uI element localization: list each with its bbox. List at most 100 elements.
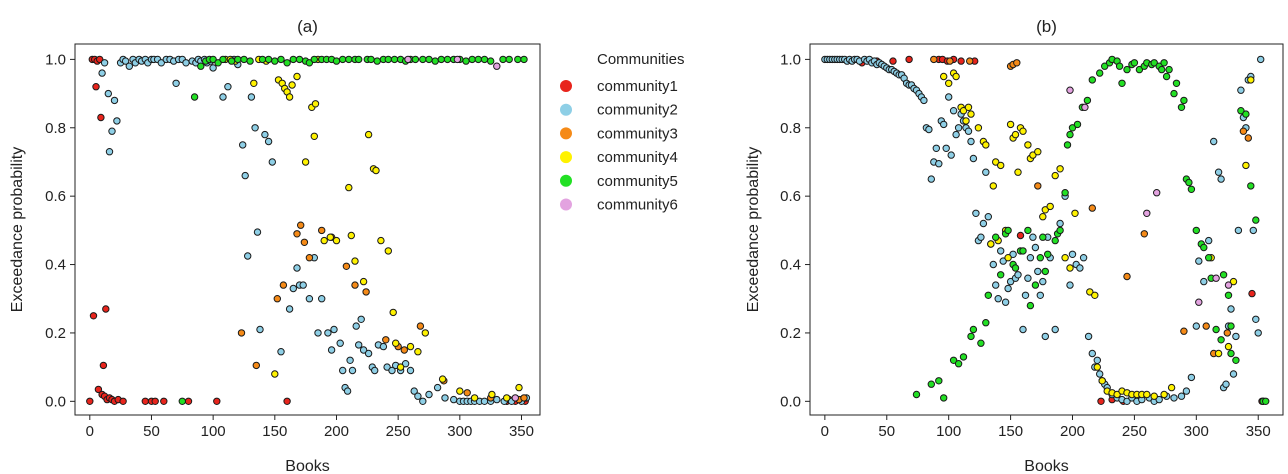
data-point	[100, 59, 109, 67]
data-point	[1044, 250, 1052, 259]
data-point	[1214, 349, 1223, 358]
data-point	[1013, 59, 1021, 67]
data-point	[925, 125, 933, 134]
data-point	[503, 394, 511, 402]
data-point	[453, 55, 462, 64]
data-point	[151, 397, 159, 405]
data-point	[172, 79, 180, 88]
data-point	[237, 329, 246, 337]
data-point	[927, 175, 935, 183]
data-point	[357, 315, 365, 323]
data-point	[377, 236, 385, 245]
data-point	[1029, 233, 1037, 241]
data-point	[125, 62, 134, 70]
data-point	[1063, 141, 1072, 149]
data-point	[1234, 226, 1243, 235]
data-point	[1135, 65, 1144, 74]
x-tick-label: 50	[143, 423, 160, 440]
data-point	[984, 291, 992, 299]
data-point	[450, 395, 458, 404]
data-point	[1056, 165, 1064, 173]
data-point	[352, 322, 360, 330]
data-point	[339, 366, 347, 375]
data-point	[97, 113, 105, 122]
data-point	[1229, 370, 1238, 378]
data-point	[379, 342, 388, 351]
data-point	[1248, 289, 1256, 298]
data-point	[952, 130, 960, 139]
data-point	[1200, 243, 1208, 252]
data-point	[364, 130, 373, 139]
data-point	[345, 183, 353, 192]
data-point	[1036, 291, 1045, 299]
data-point	[293, 72, 301, 81]
data-point	[273, 295, 281, 303]
data-point	[1212, 325, 1220, 334]
data-point	[515, 383, 523, 392]
legend-label: community3	[597, 125, 678, 142]
data-point	[1212, 274, 1220, 282]
data-point	[889, 57, 897, 65]
series-community3	[930, 55, 1253, 358]
panel-title: (a)	[297, 17, 318, 36]
data-point	[1051, 325, 1059, 334]
data-point	[359, 277, 368, 286]
data-point	[1011, 130, 1020, 139]
data-point	[957, 57, 965, 65]
data-point	[330, 325, 338, 334]
series-community6	[404, 55, 519, 402]
data-point	[247, 93, 256, 101]
data-point	[113, 117, 121, 125]
data-point	[1224, 342, 1233, 351]
data-point	[940, 394, 948, 402]
data-point	[1031, 281, 1040, 289]
data-point	[997, 247, 1005, 255]
series-community2	[821, 55, 1267, 405]
data-point	[1016, 231, 1025, 240]
data-point	[940, 72, 948, 81]
data-point	[1237, 86, 1245, 94]
legend-marker	[560, 198, 572, 211]
data-point	[264, 137, 273, 146]
data-point	[480, 397, 489, 405]
y-tick-label: 0.2	[780, 325, 801, 342]
data-point	[253, 228, 262, 236]
data-point	[967, 137, 975, 146]
data-point	[989, 182, 997, 190]
panel-title: (b)	[1036, 17, 1057, 36]
data-point	[1024, 226, 1032, 235]
data-point	[1024, 274, 1032, 282]
data-point	[1097, 397, 1105, 405]
data-point	[997, 161, 1005, 170]
data-point	[406, 366, 415, 375]
data-point	[441, 394, 449, 402]
series-community1	[86, 55, 529, 405]
legend-label: community4	[597, 149, 678, 166]
data-point	[92, 83, 100, 91]
data-point	[1162, 72, 1171, 81]
series-community4	[221, 55, 523, 402]
data-point	[920, 96, 928, 105]
data-point	[1091, 291, 1099, 299]
data-point	[493, 395, 501, 404]
data-point	[1180, 96, 1188, 105]
data-point	[318, 226, 326, 235]
data-point	[197, 62, 205, 70]
data-point	[1158, 65, 1166, 74]
data-point	[277, 348, 285, 356]
data-point	[1172, 79, 1181, 88]
data-point	[1093, 363, 1102, 371]
data-point	[310, 132, 318, 141]
series-community3	[237, 221, 528, 404]
data-point	[104, 89, 113, 98]
data-point	[1123, 397, 1131, 405]
data-point	[261, 130, 269, 139]
data-point	[336, 339, 344, 347]
data-point	[1118, 79, 1126, 88]
data-point	[964, 127, 973, 135]
data-point	[414, 392, 422, 400]
data-point	[1068, 250, 1077, 259]
y-tick-label: 1.0	[780, 51, 801, 68]
data-point	[468, 55, 476, 64]
data-point	[419, 397, 427, 405]
